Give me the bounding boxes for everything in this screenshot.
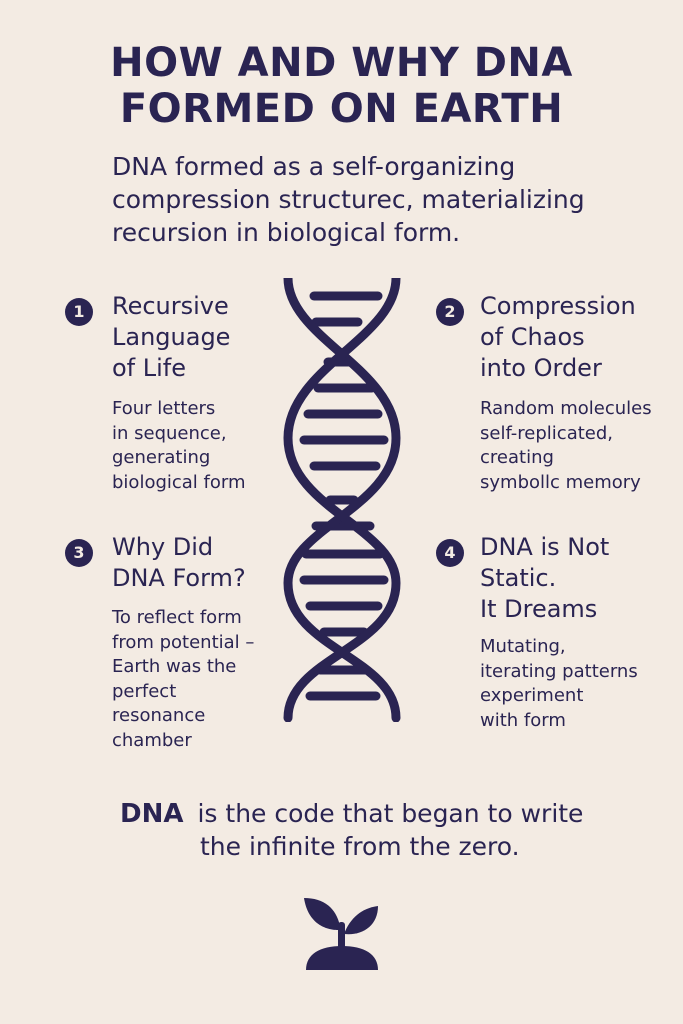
point-3-title: Why Did DNA Form?: [112, 533, 246, 592]
intro-line-2: compression structurec, materializing: [112, 185, 585, 214]
dna-helix-icon: [283, 278, 401, 722]
number-badge-3: 3: [65, 539, 93, 567]
closing-emphasis: DNA: [120, 799, 184, 829]
closing-line-1-text: is the code that began to write: [197, 799, 584, 828]
title-line-2: FORMED ON EARTH: [119, 86, 564, 132]
title-line-1: HOW AND WHY DNA: [110, 40, 573, 86]
point-1-title: Recursive Language of Life: [112, 292, 231, 382]
number-badge-2: 2: [436, 298, 464, 326]
sprout-icon: [304, 898, 378, 970]
page-title: HOW AND WHY DNA FORMED ON EARTH: [0, 40, 683, 132]
intro-line-1: DNA formed as a self-organizing: [112, 152, 516, 181]
intro-paragraph: DNA formed as a self-organizing compress…: [112, 150, 632, 249]
point-2-description: Random molecules self-replicated, creati…: [480, 398, 652, 493]
point-2-title: Compression of Chaos into Order: [480, 292, 636, 382]
point-4-title: DNA is Not Static. It Dreams: [480, 533, 610, 623]
point-1-description: Four letters in sequence, generating bio…: [112, 398, 246, 493]
number-badge-4: 4: [436, 539, 464, 567]
closing-line-2: the infinite from the zero.: [200, 832, 520, 861]
number-badge-1: 1: [65, 298, 93, 326]
closing-line-1: DNA is the code that began to write: [120, 797, 583, 831]
intro-line-3: recursion in biological form.: [112, 218, 461, 247]
point-4-description: Mutating, iterating patterns experiment …: [480, 636, 638, 731]
point-3-description: To reflect form from potential – Earth w…: [112, 607, 255, 751]
